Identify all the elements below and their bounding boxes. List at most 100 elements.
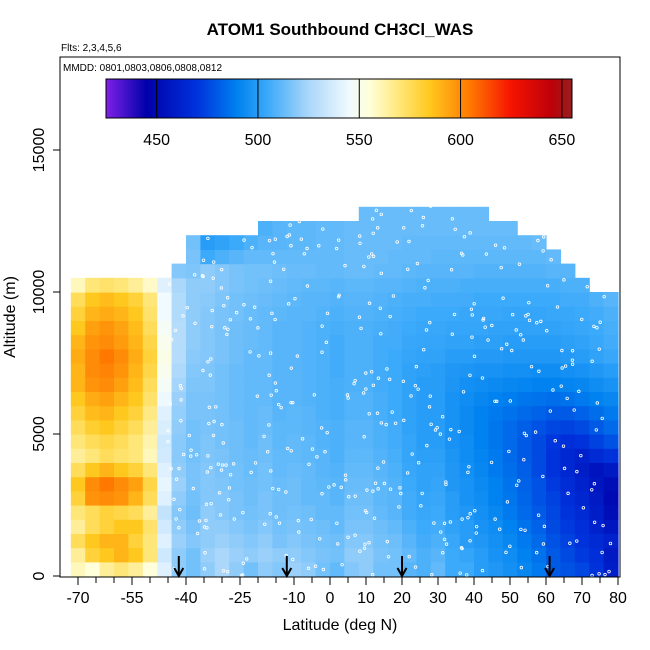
sample-marker [362, 264, 366, 269]
colorbar-swatch [252, 79, 255, 118]
colorbar-swatch [304, 79, 307, 118]
sample-marker [499, 265, 503, 270]
heatmap-cell [546, 263, 561, 279]
heatmap-cell [517, 306, 533, 321]
heatmap-cell [128, 405, 144, 421]
heatmap-cell [517, 263, 533, 279]
colorbar-swatch [398, 79, 401, 118]
heatmap-cell [214, 235, 230, 250]
colorbar-swatch [540, 79, 543, 118]
heatmap-cell [128, 277, 144, 293]
colorbar-swatch [316, 79, 319, 118]
heatmap-cell [286, 448, 302, 463]
sample-marker [295, 354, 300, 358]
colorbar-swatch [218, 79, 221, 118]
colorbar-swatch [162, 79, 165, 118]
heatmap-cell [214, 419, 230, 435]
heatmap-cell [416, 306, 432, 321]
sample-marker [240, 573, 245, 577]
heatmap-cell [99, 348, 115, 364]
chart-title: ATOM1 Southbound CH3Cl_WAS [207, 20, 474, 39]
heatmap-cell [416, 263, 432, 279]
heatmap-cell [344, 334, 360, 350]
heatmap-cell [488, 334, 504, 350]
heatmap-cell [85, 533, 101, 549]
sample-marker [205, 470, 210, 474]
heatmap-cell [531, 448, 547, 463]
sample-marker [365, 488, 369, 492]
heatmap-cell [142, 519, 158, 534]
heatmap-cell [387, 377, 403, 392]
heatmap-cell [70, 533, 86, 549]
heatmap-cell [603, 292, 619, 307]
heatmap-cell [546, 505, 561, 520]
colorbar-swatch [294, 79, 297, 118]
colorbar-swatch [534, 79, 537, 118]
heatmap-cell [373, 405, 389, 421]
sample-marker [453, 227, 457, 231]
sample-marker [549, 258, 553, 262]
heatmap-cell [301, 519, 317, 534]
heatmap-cell [445, 348, 461, 364]
heatmap-cell [531, 363, 547, 378]
colorbar-swatch [256, 79, 259, 118]
heatmap-cell [330, 476, 345, 492]
heatmap-cell [531, 263, 547, 279]
sample-marker [590, 488, 594, 492]
sample-marker [559, 384, 563, 388]
heatmap-cell [560, 348, 576, 364]
sample-marker [444, 480, 448, 484]
sample-marker [242, 303, 246, 307]
colorbar-swatch [286, 79, 289, 118]
heatmap-cell [488, 263, 504, 279]
heatmap-cell [402, 348, 417, 364]
heatmap-cell [373, 277, 389, 293]
heatmap-cell [430, 306, 446, 321]
heatmap-cell [603, 405, 619, 421]
sample-marker [268, 512, 272, 516]
down-arrow-head [544, 567, 555, 579]
sample-marker [457, 429, 461, 434]
heatmap-cell [459, 434, 475, 449]
heatmap-cell [214, 277, 230, 293]
heatmap-cell [445, 320, 461, 336]
heatmap-cell [416, 419, 432, 435]
heatmap-cell [330, 348, 345, 364]
heatmap-cell [272, 391, 288, 407]
heatmap-cell [128, 490, 144, 506]
sample-marker [470, 335, 474, 339]
sample-marker [458, 571, 462, 575]
heatmap-cell [574, 405, 590, 421]
heatmap-cell [229, 263, 245, 279]
heatmap-cell [430, 334, 446, 350]
sample-marker [379, 332, 383, 336]
heatmap-cell [142, 292, 158, 307]
heatmap-cell [301, 363, 317, 378]
heatmap-cell [502, 306, 518, 321]
sample-marker [200, 274, 205, 278]
sample-marker [519, 565, 524, 570]
sample-marker [211, 433, 216, 438]
colorbar-swatch [548, 79, 551, 118]
heatmap-cell [402, 277, 417, 293]
sample-marker [274, 515, 278, 519]
heatmap-cell [387, 391, 403, 407]
heatmap-cell [445, 334, 461, 350]
heatmap-cell [114, 363, 129, 378]
heatmap-cell [488, 377, 504, 392]
heatmap-cell [344, 434, 360, 449]
colorbar-swatch [290, 79, 293, 118]
x-tick-label: -40 [174, 590, 197, 607]
heatmap-cell [330, 377, 345, 392]
heatmap-cell [402, 448, 417, 463]
sample-marker [255, 394, 260, 398]
sample-marker [510, 348, 514, 353]
heatmap-cell [531, 476, 547, 492]
sample-marker [384, 422, 388, 427]
heatmap-cell [589, 490, 605, 506]
sample-marker [273, 317, 277, 322]
heatmap-cell [128, 561, 144, 577]
heatmap-cell [200, 377, 216, 392]
sample-marker [467, 465, 471, 469]
heatmap-cell [301, 263, 317, 279]
